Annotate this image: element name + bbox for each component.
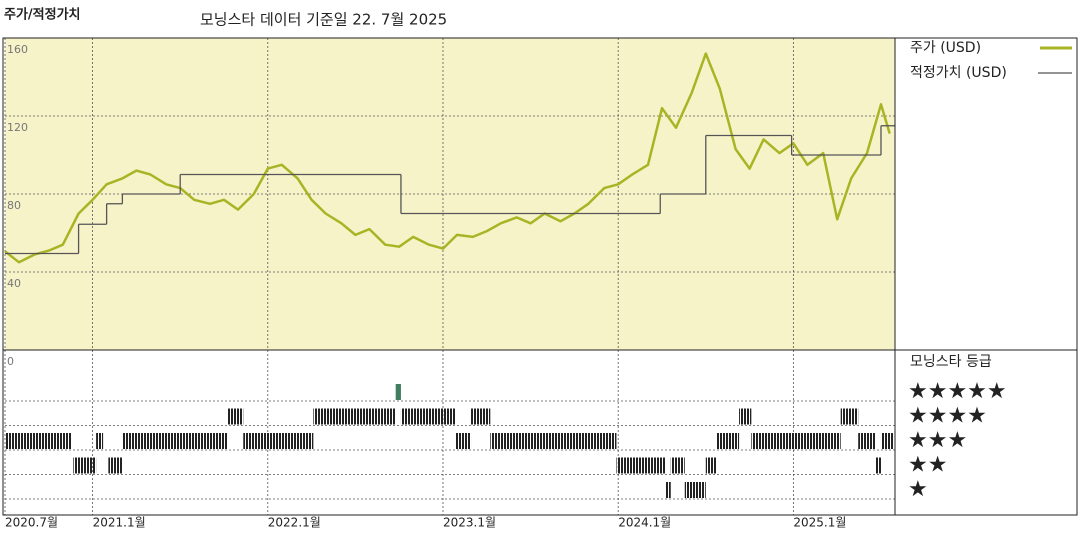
x-tick-label: 2025.1월 bbox=[793, 516, 846, 530]
price-line bbox=[4, 52, 891, 264]
rating-legend: ★★★ bbox=[908, 428, 967, 453]
chart-subtitle: 모닝스타 데이터 기준일 22. 7월 2025 bbox=[200, 11, 447, 29]
rating-legend: ★★★★ bbox=[908, 404, 987, 429]
x-tick-label: 2021.1월 bbox=[93, 516, 146, 530]
rating-legend: ★ bbox=[908, 477, 928, 502]
rating-bar bbox=[880, 433, 894, 449]
y-tick-label: 120 bbox=[7, 121, 28, 134]
rating-bar bbox=[670, 457, 685, 474]
rating-bar bbox=[875, 457, 881, 474]
rating-bar bbox=[108, 457, 123, 474]
rating-bar bbox=[858, 433, 876, 449]
rating-title: 모닝스타 등급 bbox=[910, 354, 992, 370]
rating-bar bbox=[122, 433, 228, 449]
rating-bar bbox=[665, 482, 671, 498]
y-tick-label: 0 bbox=[7, 355, 14, 368]
rating-bar bbox=[840, 408, 859, 425]
y-tick-label: 40 bbox=[7, 277, 21, 290]
rating-bar bbox=[684, 482, 706, 498]
x-tick-label: 2023.1월 bbox=[443, 516, 496, 530]
rating-bar bbox=[490, 433, 617, 449]
rating-legend: ★★ bbox=[908, 453, 947, 478]
rating-legend: ★★★★★ bbox=[908, 379, 1007, 404]
rating-bar bbox=[313, 408, 396, 425]
rating-bar bbox=[400, 408, 456, 425]
rating-bar bbox=[471, 408, 491, 425]
frame bbox=[2, 37, 1078, 516]
x-tick-label: 2022.1월 bbox=[268, 516, 321, 530]
rating-bar bbox=[227, 408, 244, 425]
rating-bar bbox=[96, 433, 104, 449]
y-tick-label: 80 bbox=[7, 199, 21, 212]
rating-bar bbox=[243, 433, 314, 449]
rating-bar bbox=[395, 384, 401, 400]
rating-bar bbox=[739, 408, 752, 425]
rating-bar bbox=[751, 433, 841, 449]
rating-bar bbox=[455, 433, 472, 449]
x-tick-label: 2024.1월 bbox=[618, 516, 671, 530]
rating-bar bbox=[73, 457, 97, 474]
x-tick-label: 2020.7월 bbox=[5, 516, 58, 530]
legend-label: 주가 (USD) bbox=[910, 40, 981, 56]
rating-bar bbox=[705, 457, 717, 474]
rating-bar bbox=[716, 433, 740, 449]
chart-title: 주가/적정가치 bbox=[4, 7, 81, 23]
rating-bar bbox=[616, 457, 666, 474]
rating-bar bbox=[5, 433, 72, 449]
y-tick-label: 160 bbox=[7, 43, 28, 56]
legend-label: 적정가치 (USD) bbox=[910, 65, 1007, 81]
